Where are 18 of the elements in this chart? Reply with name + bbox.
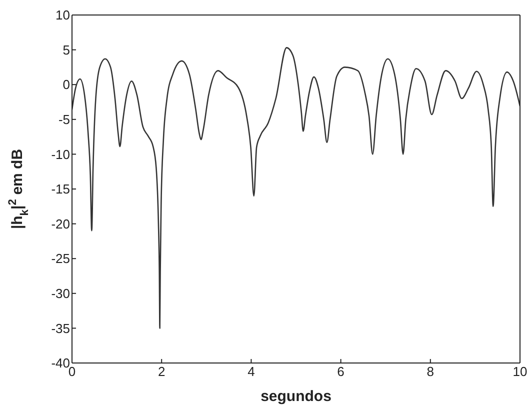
- y-tick-label: -40: [51, 356, 70, 371]
- y-tick-label: -5: [58, 112, 70, 128]
- y-tick-label: -15: [51, 182, 70, 197]
- x-tick-label: 6: [337, 364, 344, 380]
- x-axis-title: segundos: [260, 388, 332, 405]
- y-tick-label: -20: [51, 216, 70, 232]
- y-tick-label: 0: [62, 77, 70, 92]
- x-tick-label: 10: [512, 364, 528, 380]
- y-tick-label: -25: [51, 251, 70, 266]
- x-tick-label: 2: [158, 364, 166, 380]
- y-tick-label: 5: [62, 42, 70, 58]
- y-tick-label: -10: [51, 146, 70, 162]
- line-series: [72, 47, 520, 329]
- x-tick-label: 4: [248, 364, 255, 380]
- y-tick-label: -30: [51, 286, 70, 302]
- y-tick-label: 10: [56, 8, 70, 23]
- y-tick-label: -35: [51, 320, 70, 336]
- x-tick-label: 8: [426, 364, 434, 380]
